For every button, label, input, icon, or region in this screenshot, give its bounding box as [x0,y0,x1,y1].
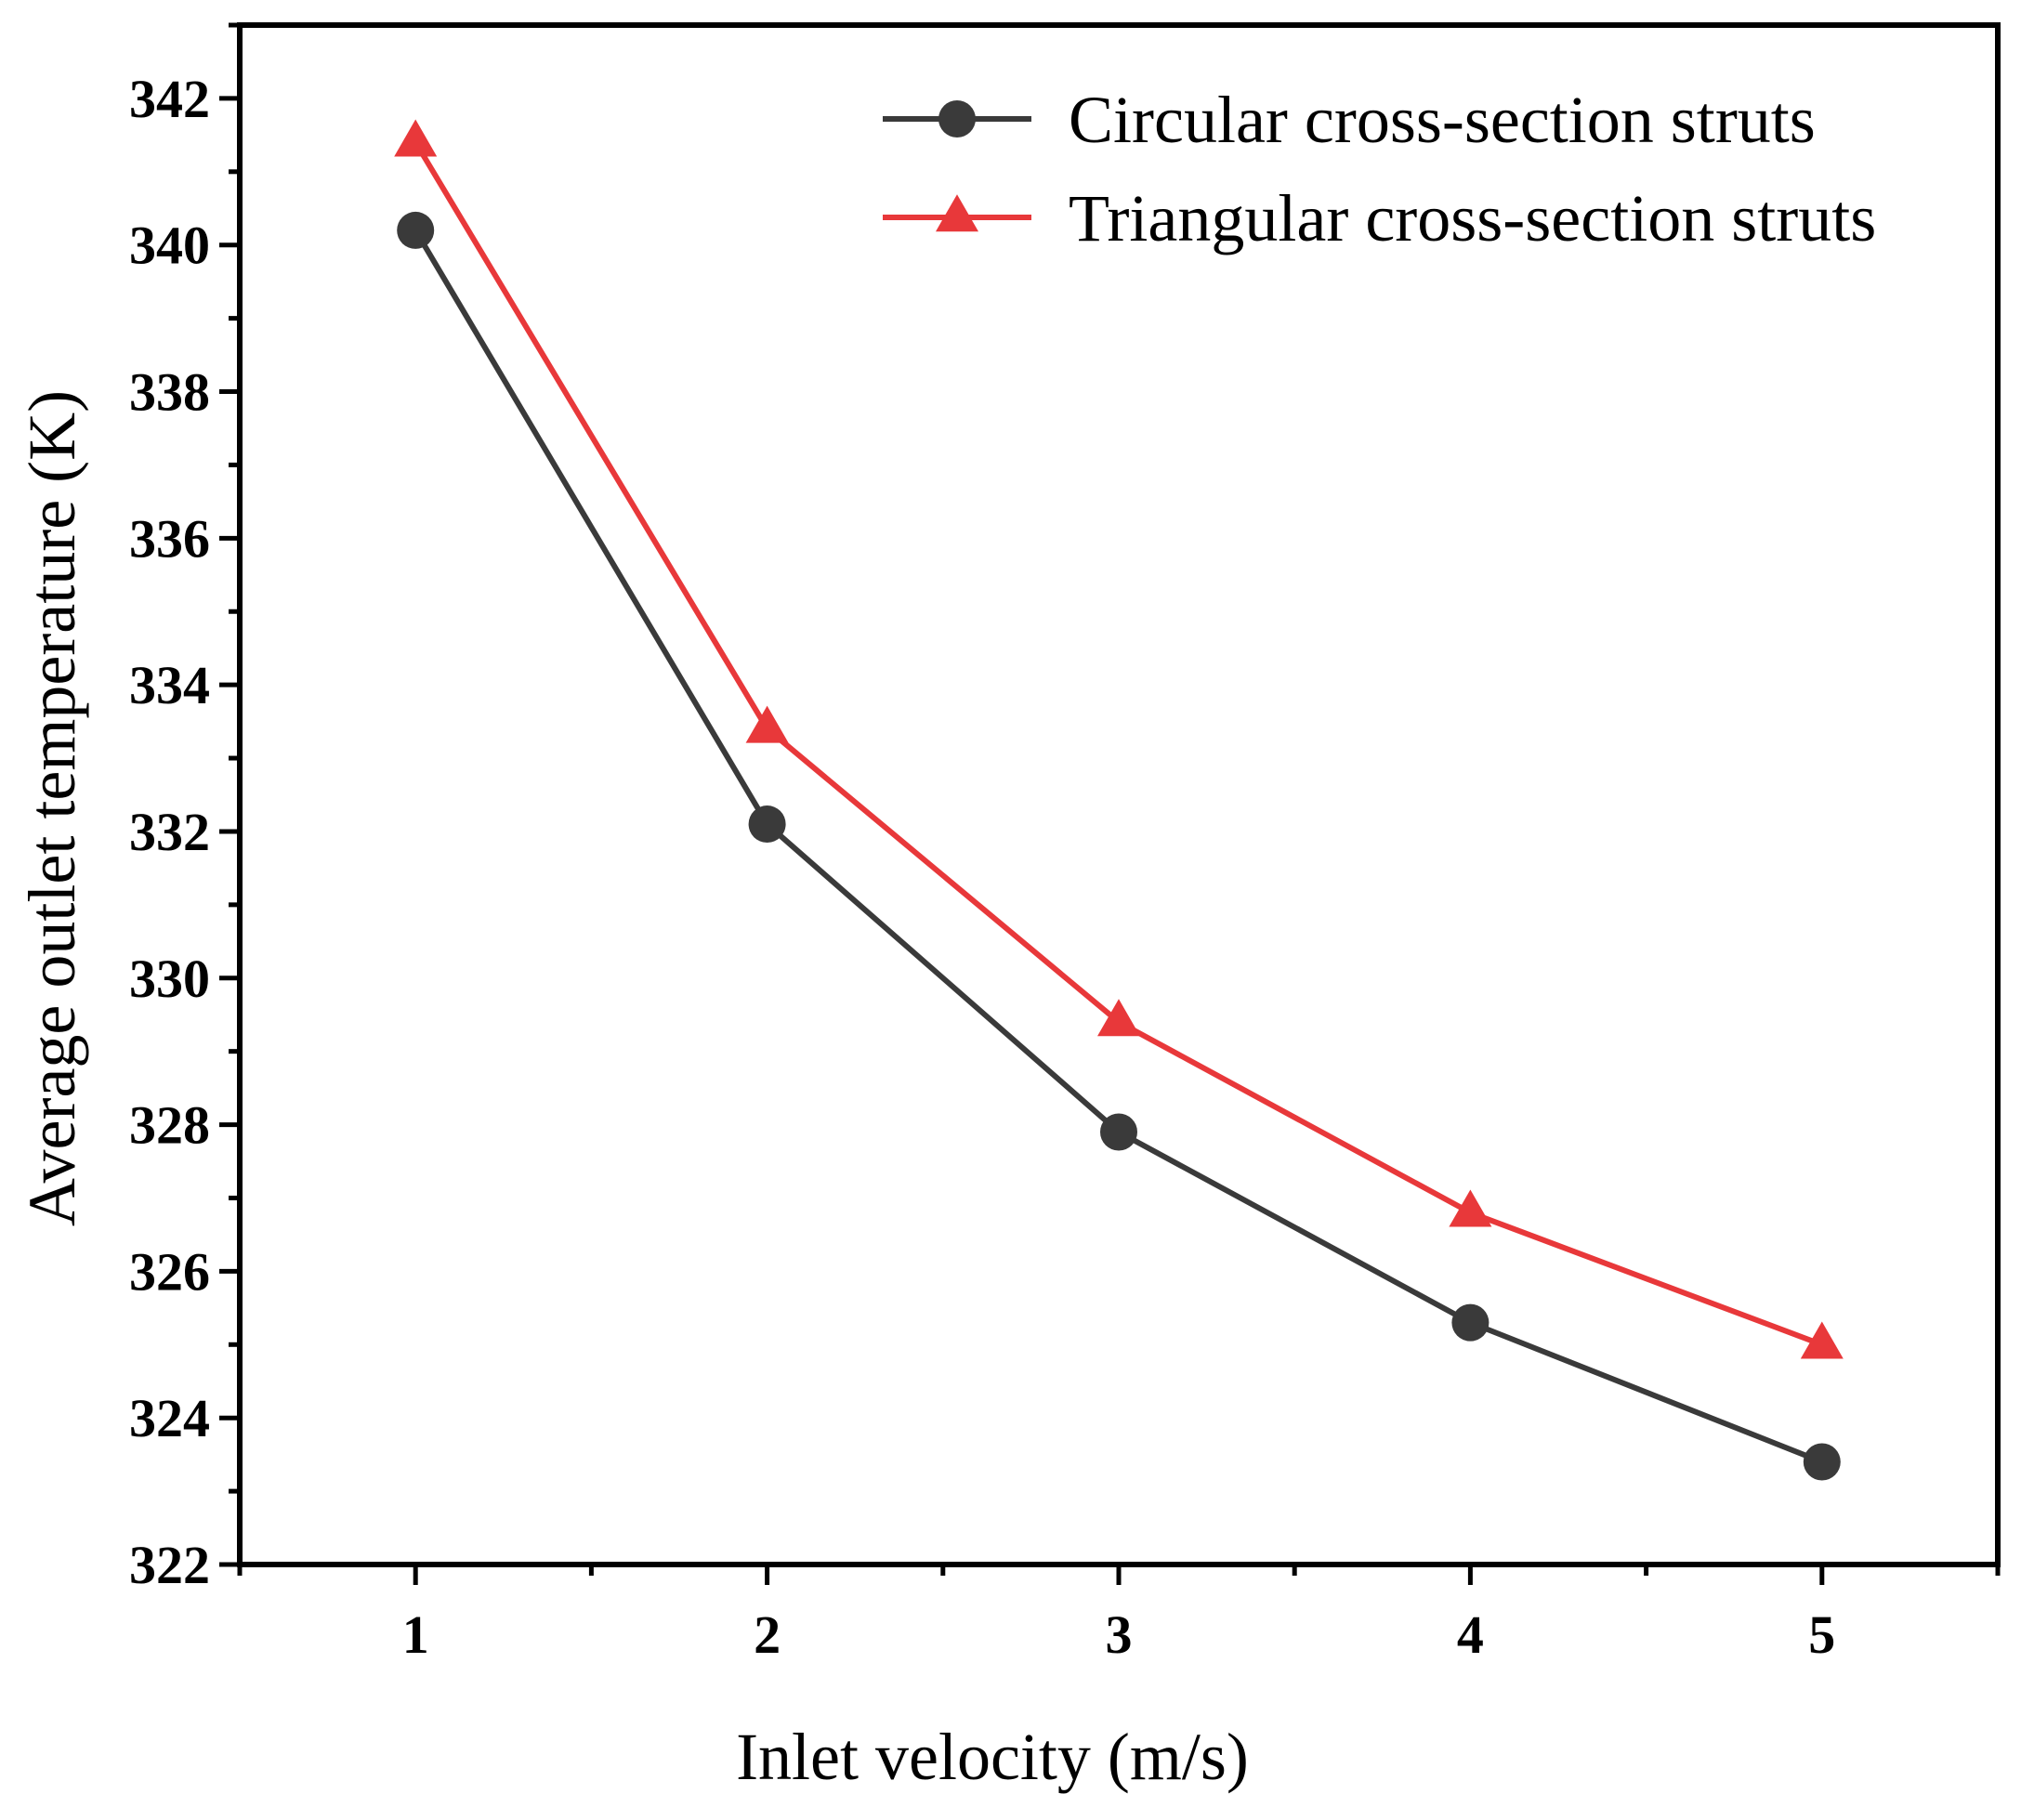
data-point [1451,1303,1490,1342]
x-tick-label: 1 [402,1604,429,1665]
legend-marker [936,194,978,232]
y-tick-label: 322 [129,1535,210,1595]
x-tick-label: 4 [1457,1604,1484,1665]
series-triangular [394,119,1844,1359]
data-point [1100,1113,1137,1151]
y-tick-label: 330 [129,949,210,1009]
series-circular [397,211,1841,1481]
ticks-layer: 322 324 326 328 330 332 334 336 338 340 342 1 2 3 4 5 [129,22,2001,1665]
legend-marker [938,100,976,137]
y-axis-title: Average outlet temperature (K) [15,390,89,1226]
y-tick-label: 336 [129,508,210,569]
legend: Circular cross-section struts Triangular … [883,83,1876,255]
data-point [1449,1189,1492,1227]
y-tick-label: 326 [129,1241,210,1302]
y-tick-label: 324 [129,1388,210,1448]
data-point [1097,999,1140,1037]
y-tick-label: 328 [129,1095,210,1156]
legend-label: Circular cross-section struts [1069,83,1816,157]
data-point [394,119,438,157]
y-tick-label: 332 [129,802,210,862]
data-point [748,805,786,844]
x-axis-title: Inlet velocity (m/s) [736,1720,1249,1794]
y-tick-label: 334 [129,655,210,715]
x-tick-label: 2 [754,1604,781,1665]
x-tick-label: 5 [1808,1604,1835,1665]
y-tick-label: 340 [129,216,210,276]
legend-item: Circular cross-section struts [883,83,1816,157]
data-point [1800,1321,1844,1359]
data-point [397,211,435,249]
x-tick-label: 3 [1106,1604,1133,1665]
data-point [745,705,789,743]
y-tick-label: 342 [129,69,210,129]
legend-item: Triangular cross-section struts [883,181,1876,255]
y-tick-label: 338 [129,362,210,423]
series-layer [394,119,1844,1481]
legend-label: Triangular cross-section struts [1069,181,1876,255]
data-point [1803,1443,1841,1481]
